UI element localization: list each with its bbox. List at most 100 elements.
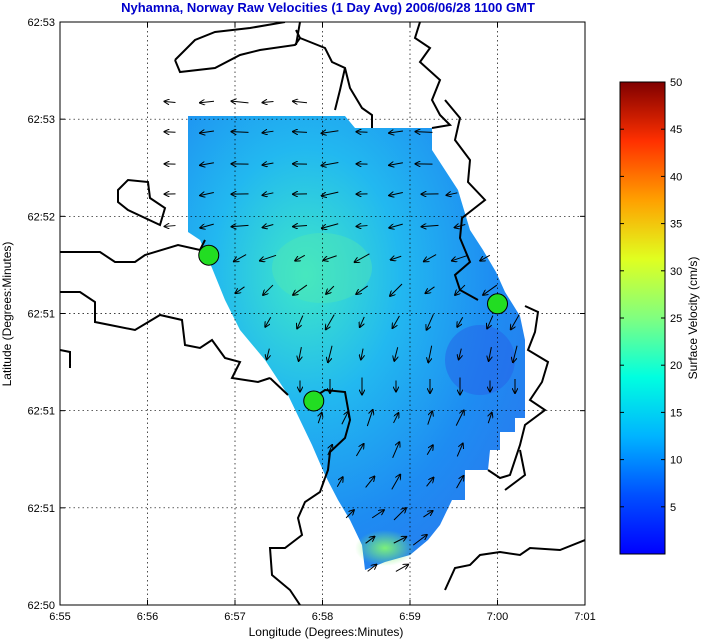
velocity-arrow — [392, 442, 400, 459]
y-tick-label: 62:53 — [27, 17, 55, 29]
velocity-arrow — [165, 226, 176, 227]
velocity-arrow — [459, 348, 462, 360]
x-tick-label: 6:59 — [399, 611, 420, 623]
velocity-arrow — [165, 101, 176, 102]
velocity-arrow — [323, 255, 337, 260]
velocity-arrow — [456, 476, 464, 489]
velocity-arrow — [297, 315, 304, 329]
velocity-arrow — [480, 254, 491, 260]
velocity-arrow — [389, 163, 403, 165]
velocity-arrow — [487, 315, 494, 329]
colorbar-tick-label: 50 — [670, 77, 682, 89]
velocity-arrow — [428, 345, 431, 363]
velocity-arrow — [295, 254, 306, 260]
velocity-arrow — [165, 132, 176, 133]
velocity-arrow — [412, 535, 427, 546]
x-tick-label: 6:55 — [49, 611, 70, 623]
velocity-arrow — [263, 131, 274, 133]
velocity-arrow — [263, 101, 274, 102]
velocity-arrow — [389, 192, 403, 195]
velocity-arrow — [345, 510, 354, 519]
velocity-arrow — [318, 413, 321, 424]
velocity-arrow — [395, 565, 408, 572]
velocity-arrow — [423, 511, 432, 518]
velocity-arrow — [361, 348, 363, 360]
velocity-arrow — [336, 477, 342, 488]
y-tick-label: 62:52 — [27, 211, 55, 223]
colorbar-tick-label: 45 — [670, 124, 682, 136]
colorbar-tick-label: 20 — [670, 360, 682, 372]
y-tick-label: 62:51 — [27, 406, 55, 418]
velocity-arrow — [455, 225, 466, 228]
velocity-arrow — [263, 225, 274, 228]
velocity-arrow — [365, 477, 375, 488]
velocity-arrow — [422, 225, 439, 226]
velocity-arrow — [511, 314, 520, 330]
velocity-arrow — [391, 475, 400, 490]
velocity-arrow — [341, 412, 348, 425]
velocity-arrow — [293, 132, 308, 133]
velocity-arrow — [393, 508, 406, 521]
colorbar-tick-label: 15 — [670, 407, 682, 419]
velocity-arrow — [260, 254, 277, 260]
radar-station-marker — [487, 293, 508, 315]
velocity-arrow — [457, 316, 464, 327]
velocity-arrow — [426, 445, 433, 455]
y-tick-label: 62:50 — [27, 600, 55, 612]
velocity-arrow — [424, 254, 437, 262]
colorbar-tick-label: 35 — [670, 219, 682, 231]
velocity-arrow — [322, 131, 339, 134]
velocity-arrows — [165, 101, 520, 572]
velocity-arrow — [427, 411, 432, 425]
velocity-arrow — [416, 132, 433, 133]
velocity-arrow — [263, 193, 274, 195]
velocity-arrow — [200, 163, 214, 165]
velocity-arrow — [293, 284, 308, 295]
velocity-field — [188, 116, 525, 570]
velocity-arrow — [455, 410, 464, 426]
field-lowspeed — [445, 325, 515, 395]
colorbar — [619, 81, 666, 555]
chart-title: Nyhamna, Norway Raw Velocities (1 Day Av… — [121, 0, 535, 15]
velocity-arrow — [447, 193, 458, 195]
x-tick-label: 6:58 — [312, 611, 333, 623]
velocity-arrow — [488, 413, 491, 424]
colorbar-label: Surface Velocity (cm/s) — [686, 257, 700, 380]
velocity-arrow — [483, 284, 498, 295]
velocity-arrow — [265, 316, 272, 327]
velocity-arrow — [328, 345, 333, 362]
velocity-arrow — [200, 101, 215, 102]
velocity-arrow — [427, 314, 434, 330]
field-highlight-south — [355, 530, 415, 566]
y-tick-label: 62:53 — [27, 114, 55, 126]
velocity-arrow — [293, 101, 308, 102]
y-tick-label: 62:51 — [27, 503, 55, 515]
velocity-arrow — [489, 347, 492, 361]
velocity-arrow — [393, 537, 407, 544]
velocity-arrow — [267, 348, 270, 360]
velocity-arrow — [232, 225, 249, 226]
y-axis-label: Latitude (Degrees:Minutes) — [0, 242, 14, 387]
colorbar-tick-label: 10 — [670, 455, 682, 467]
x-tick-label: 6:56 — [137, 611, 158, 623]
velocity-arrow — [322, 162, 339, 165]
velocity-arrow — [365, 537, 375, 544]
colorbar-tick-label: 30 — [670, 266, 682, 278]
x-axis: 6:55 6:56 6:57 6:58 6:59 7:00 7:01 — [49, 22, 596, 623]
velocity-arrow — [326, 285, 335, 294]
velocity-arrow — [326, 314, 335, 330]
x-tick-label: 6:57 — [224, 611, 245, 623]
velocity-arrow — [452, 254, 469, 260]
velocity-arrow — [293, 225, 308, 226]
velocity-arrow — [426, 478, 434, 487]
velocity-arrow — [327, 445, 332, 456]
velocity-arrow — [236, 286, 245, 293]
velocity-arrow — [263, 284, 274, 295]
velocity-arrow — [357, 226, 368, 227]
velocity-arrow — [366, 410, 372, 427]
x-tick-label: 7:01 — [574, 611, 595, 623]
velocity-arrow — [389, 223, 403, 228]
velocity-arrow — [232, 132, 249, 133]
velocity-arrow — [389, 131, 403, 133]
